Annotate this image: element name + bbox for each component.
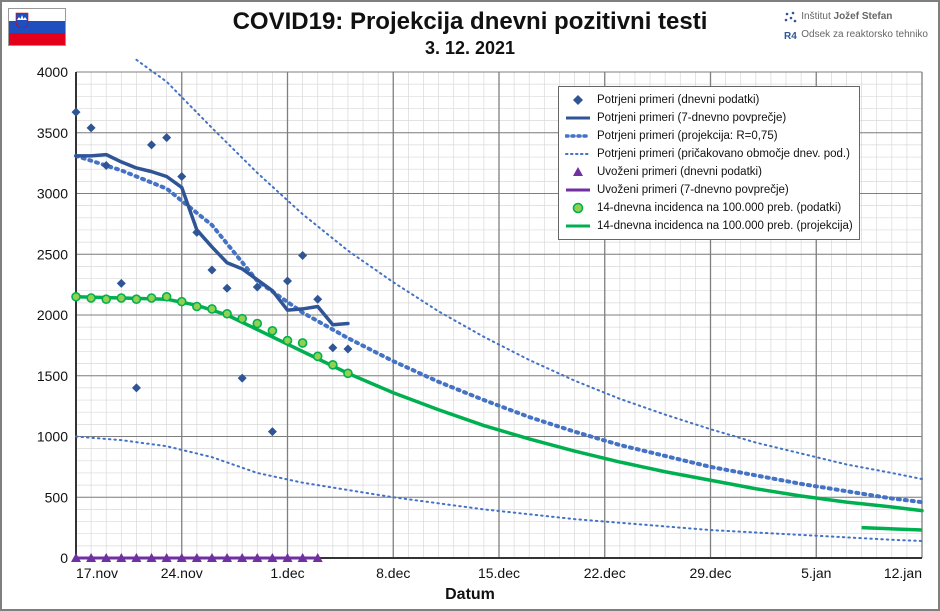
x-axis-label: Datum bbox=[2, 586, 938, 604]
legend-label: Potrjeni primeri (7-dnevno povprečje) bbox=[597, 112, 786, 124]
legend-item: 14-dnevna incidenca na 100.000 preb. (po… bbox=[565, 199, 853, 217]
legend-label: Uvoženi primeri (dnevni podatki) bbox=[597, 166, 762, 178]
institute-credits: Inštitut Jožef Stefan R4 Odsek za reakto… bbox=[783, 10, 928, 46]
svg-text:24.nov: 24.nov bbox=[161, 565, 203, 581]
svg-text:12.jan: 12.jan bbox=[884, 565, 922, 581]
svg-text:0: 0 bbox=[60, 550, 68, 566]
legend-label: Potrjeni primeri (dnevni podatki) bbox=[597, 94, 759, 106]
svg-text:4000: 4000 bbox=[37, 64, 68, 80]
legend-item: Uvoženi primeri (7-dnevno povprečje) bbox=[565, 181, 853, 199]
legend-item: Potrjeni primeri (projekcija: R=0,75) bbox=[565, 127, 853, 145]
svg-text:22.dec: 22.dec bbox=[584, 565, 626, 581]
legend-label: 14-dnevna incidenca na 100.000 preb. (po… bbox=[597, 202, 841, 214]
svg-text:15.dec: 15.dec bbox=[478, 565, 520, 581]
svg-text:R4: R4 bbox=[784, 31, 797, 42]
svg-text:17.nov: 17.nov bbox=[76, 565, 118, 581]
legend-item: Uvoženi primeri (dnevni podatki) bbox=[565, 163, 853, 181]
legend-label: Uvoženi primeri (7-dnevno povprečje) bbox=[597, 184, 789, 196]
legend-label: Potrjeni primeri (projekcija: R=0,75) bbox=[597, 130, 778, 142]
svg-text:3000: 3000 bbox=[37, 186, 68, 202]
legend-item: 14-dnevna incidenca na 100.000 preb. (pr… bbox=[565, 217, 853, 235]
legend-label: Potrjeni primeri (pričakovano območje dn… bbox=[597, 148, 850, 160]
svg-text:3500: 3500 bbox=[37, 125, 68, 141]
svg-text:5.jan: 5.jan bbox=[801, 565, 831, 581]
svg-text:500: 500 bbox=[45, 489, 69, 505]
svg-text:1.dec: 1.dec bbox=[270, 565, 304, 581]
legend-item: Potrjeni primeri (dnevni podatki) bbox=[565, 91, 853, 109]
svg-text:8.dec: 8.dec bbox=[376, 565, 410, 581]
legend-item: Potrjeni primeri (pričakovano območje dn… bbox=[565, 145, 853, 163]
svg-text:29.dec: 29.dec bbox=[689, 565, 731, 581]
svg-text:2500: 2500 bbox=[37, 246, 68, 262]
legend: Potrjeni primeri (dnevni podatki) Potrjen… bbox=[558, 86, 860, 240]
svg-text:1500: 1500 bbox=[37, 368, 68, 384]
legend-label: 14-dnevna incidenca na 100.000 preb. (pr… bbox=[597, 220, 853, 232]
svg-text:2000: 2000 bbox=[37, 307, 68, 323]
legend-item: Potrjeni primeri (7-dnevno povprečje) bbox=[565, 109, 853, 127]
svg-text:1000: 1000 bbox=[37, 429, 68, 445]
